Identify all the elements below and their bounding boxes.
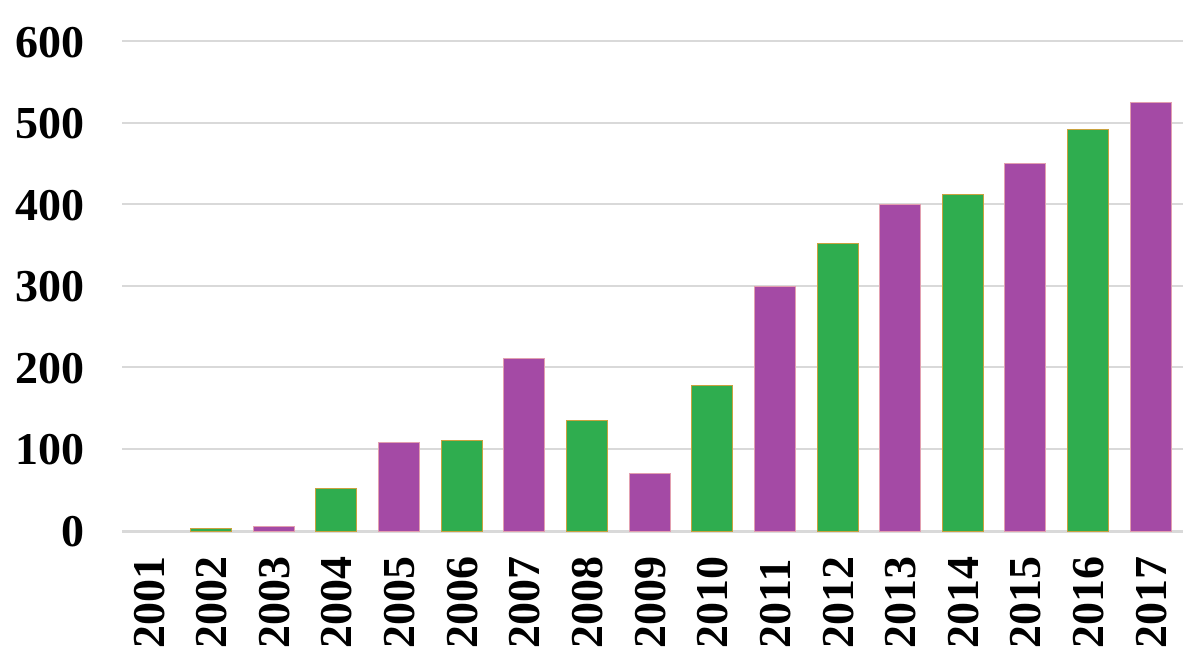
x-axis-label-2001: 2001 [122,556,174,648]
gridline-500 [122,121,1183,124]
bar-2003 [252,525,295,532]
x-axis-label-2012: 2012 [811,556,863,648]
x-axis-label-2010: 2010 [686,556,738,648]
bar-2002 [190,528,233,532]
bar-2010 [691,385,734,532]
bar-2015 [1004,163,1047,532]
y-axis-tick-label-100: 100 [15,423,84,475]
x-axis-label-2008: 2008 [560,556,612,648]
y-axis-tick-label-600: 600 [15,15,84,67]
bar-2013 [879,204,922,532]
bar-2005 [378,442,421,532]
bar-2008 [565,420,608,532]
bar-2016 [1067,129,1110,532]
x-axis-label-2004: 2004 [310,556,362,648]
x-axis-label-2015: 2015 [999,556,1051,648]
x-axis-label-2003: 2003 [247,556,299,648]
x-axis-label-2017: 2017 [1124,556,1176,648]
y-axis-tick-label-200: 200 [15,341,84,393]
x-axis-label-2016: 2016 [1062,556,1114,648]
bar-2011 [753,285,796,532]
bar-2006 [440,439,483,532]
gridline-400 [122,203,1183,206]
bar-2007 [503,357,546,532]
x-axis-label-2013: 2013 [874,556,926,648]
gridline-200 [122,366,1183,369]
bar-2009 [628,473,671,532]
bar-2012 [816,243,859,532]
bar-2004 [315,488,358,532]
y-axis-tick-label-0: 0 [61,505,84,556]
y-axis-tick-label-300: 300 [15,260,84,312]
y-axis-tick-label-400: 400 [15,178,84,230]
x-axis-label-2006: 2006 [435,556,487,648]
gridline-300 [122,284,1183,287]
y-axis-tick-label-500: 500 [15,97,84,149]
x-axis-label-2007: 2007 [498,556,550,648]
x-axis-label-2014: 2014 [936,556,988,648]
gridline-600 [122,40,1183,42]
x-axis-label-2005: 2005 [373,556,425,648]
bar-2014 [941,193,984,532]
bar-2017 [1129,102,1172,532]
gridline-100 [122,447,1183,450]
x-axis-label-2002: 2002 [185,556,237,648]
x-axis-label-2009: 2009 [623,556,675,648]
x-axis-label-2011: 2011 [748,558,800,648]
